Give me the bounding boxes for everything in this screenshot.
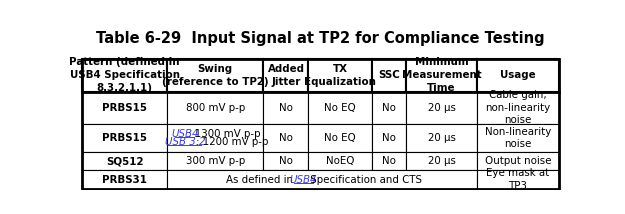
Bar bbox=[82, 170, 168, 189]
Bar bbox=[372, 59, 406, 92]
Bar bbox=[82, 59, 168, 92]
Bar bbox=[309, 92, 372, 124]
Text: No EQ: No EQ bbox=[324, 133, 356, 143]
Bar bbox=[263, 124, 309, 152]
Text: NoEQ: NoEQ bbox=[326, 156, 354, 166]
Bar bbox=[372, 152, 406, 170]
Bar bbox=[406, 124, 478, 152]
Text: Swing
(reference to TP2): Swing (reference to TP2) bbox=[162, 64, 269, 87]
Text: No: No bbox=[382, 133, 396, 143]
Bar bbox=[82, 124, 168, 152]
Text: : 1200 mV p-p: : 1200 mV p-p bbox=[196, 137, 268, 147]
Bar bbox=[168, 152, 263, 170]
Bar bbox=[406, 152, 478, 170]
Text: Pattern (defined in
USB4 Specification
8.3.2.1.1): Pattern (defined in USB4 Specification 8… bbox=[69, 57, 180, 93]
Text: TX
Equalization: TX Equalization bbox=[304, 64, 376, 87]
Text: 20 μs: 20 μs bbox=[428, 133, 456, 143]
Text: No: No bbox=[382, 156, 396, 166]
Bar bbox=[406, 92, 478, 124]
Text: No: No bbox=[279, 156, 293, 166]
Text: Table 6-29  Input Signal at TP2 for Compliance Testing: Table 6-29 Input Signal at TP2 for Compl… bbox=[96, 31, 544, 46]
Text: Added
Jitter: Added Jitter bbox=[268, 64, 304, 87]
Text: PRBS15: PRBS15 bbox=[102, 103, 147, 113]
Bar bbox=[168, 124, 263, 152]
Text: No: No bbox=[382, 103, 396, 113]
Text: PRBS15: PRBS15 bbox=[102, 133, 147, 143]
Bar bbox=[478, 124, 559, 152]
Bar bbox=[309, 124, 372, 152]
Text: Specification and CTS: Specification and CTS bbox=[307, 175, 422, 185]
Text: Eye mask at
TP3: Eye mask at TP3 bbox=[486, 168, 549, 191]
Bar bbox=[263, 59, 309, 92]
Text: SSC: SSC bbox=[378, 70, 399, 80]
Text: No EQ: No EQ bbox=[324, 103, 356, 113]
Text: PRBS31: PRBS31 bbox=[102, 175, 147, 185]
Bar bbox=[309, 152, 372, 170]
Bar bbox=[263, 152, 309, 170]
Bar bbox=[82, 59, 559, 189]
Text: No: No bbox=[279, 133, 293, 143]
Bar bbox=[478, 92, 559, 124]
Bar bbox=[168, 170, 478, 189]
Text: USB4: USB4 bbox=[171, 129, 199, 139]
Text: Cable gain,
non-linearity
noise: Cable gain, non-linearity noise bbox=[486, 90, 551, 125]
Text: Non-linearity
noise: Non-linearity noise bbox=[485, 126, 551, 149]
Text: 20 μs: 20 μs bbox=[428, 156, 456, 166]
Bar bbox=[406, 59, 478, 92]
Text: USB4: USB4 bbox=[290, 175, 318, 185]
Text: 300 mV p-p: 300 mV p-p bbox=[186, 156, 245, 166]
Text: USB 3.2: USB 3.2 bbox=[164, 137, 205, 147]
Bar bbox=[168, 92, 263, 124]
Bar bbox=[309, 59, 372, 92]
Bar bbox=[372, 124, 406, 152]
Text: SQ512: SQ512 bbox=[106, 156, 143, 166]
Text: Usage: Usage bbox=[500, 70, 536, 80]
Text: As defined in: As defined in bbox=[226, 175, 296, 185]
Text: No: No bbox=[279, 103, 293, 113]
Bar bbox=[263, 92, 309, 124]
Bar bbox=[82, 92, 168, 124]
Text: Minimum
Measurement
Time: Minimum Measurement Time bbox=[402, 57, 481, 93]
Bar bbox=[478, 170, 559, 189]
Bar bbox=[82, 152, 168, 170]
Text: 20 μs: 20 μs bbox=[428, 103, 456, 113]
Text: : 1300 mV p-p: : 1300 mV p-p bbox=[188, 129, 261, 139]
Bar bbox=[478, 59, 559, 92]
Text: 800 mV p-p: 800 mV p-p bbox=[186, 103, 245, 113]
Text: Output noise: Output noise bbox=[485, 156, 551, 166]
Bar bbox=[478, 152, 559, 170]
Bar bbox=[372, 92, 406, 124]
Bar bbox=[168, 59, 263, 92]
